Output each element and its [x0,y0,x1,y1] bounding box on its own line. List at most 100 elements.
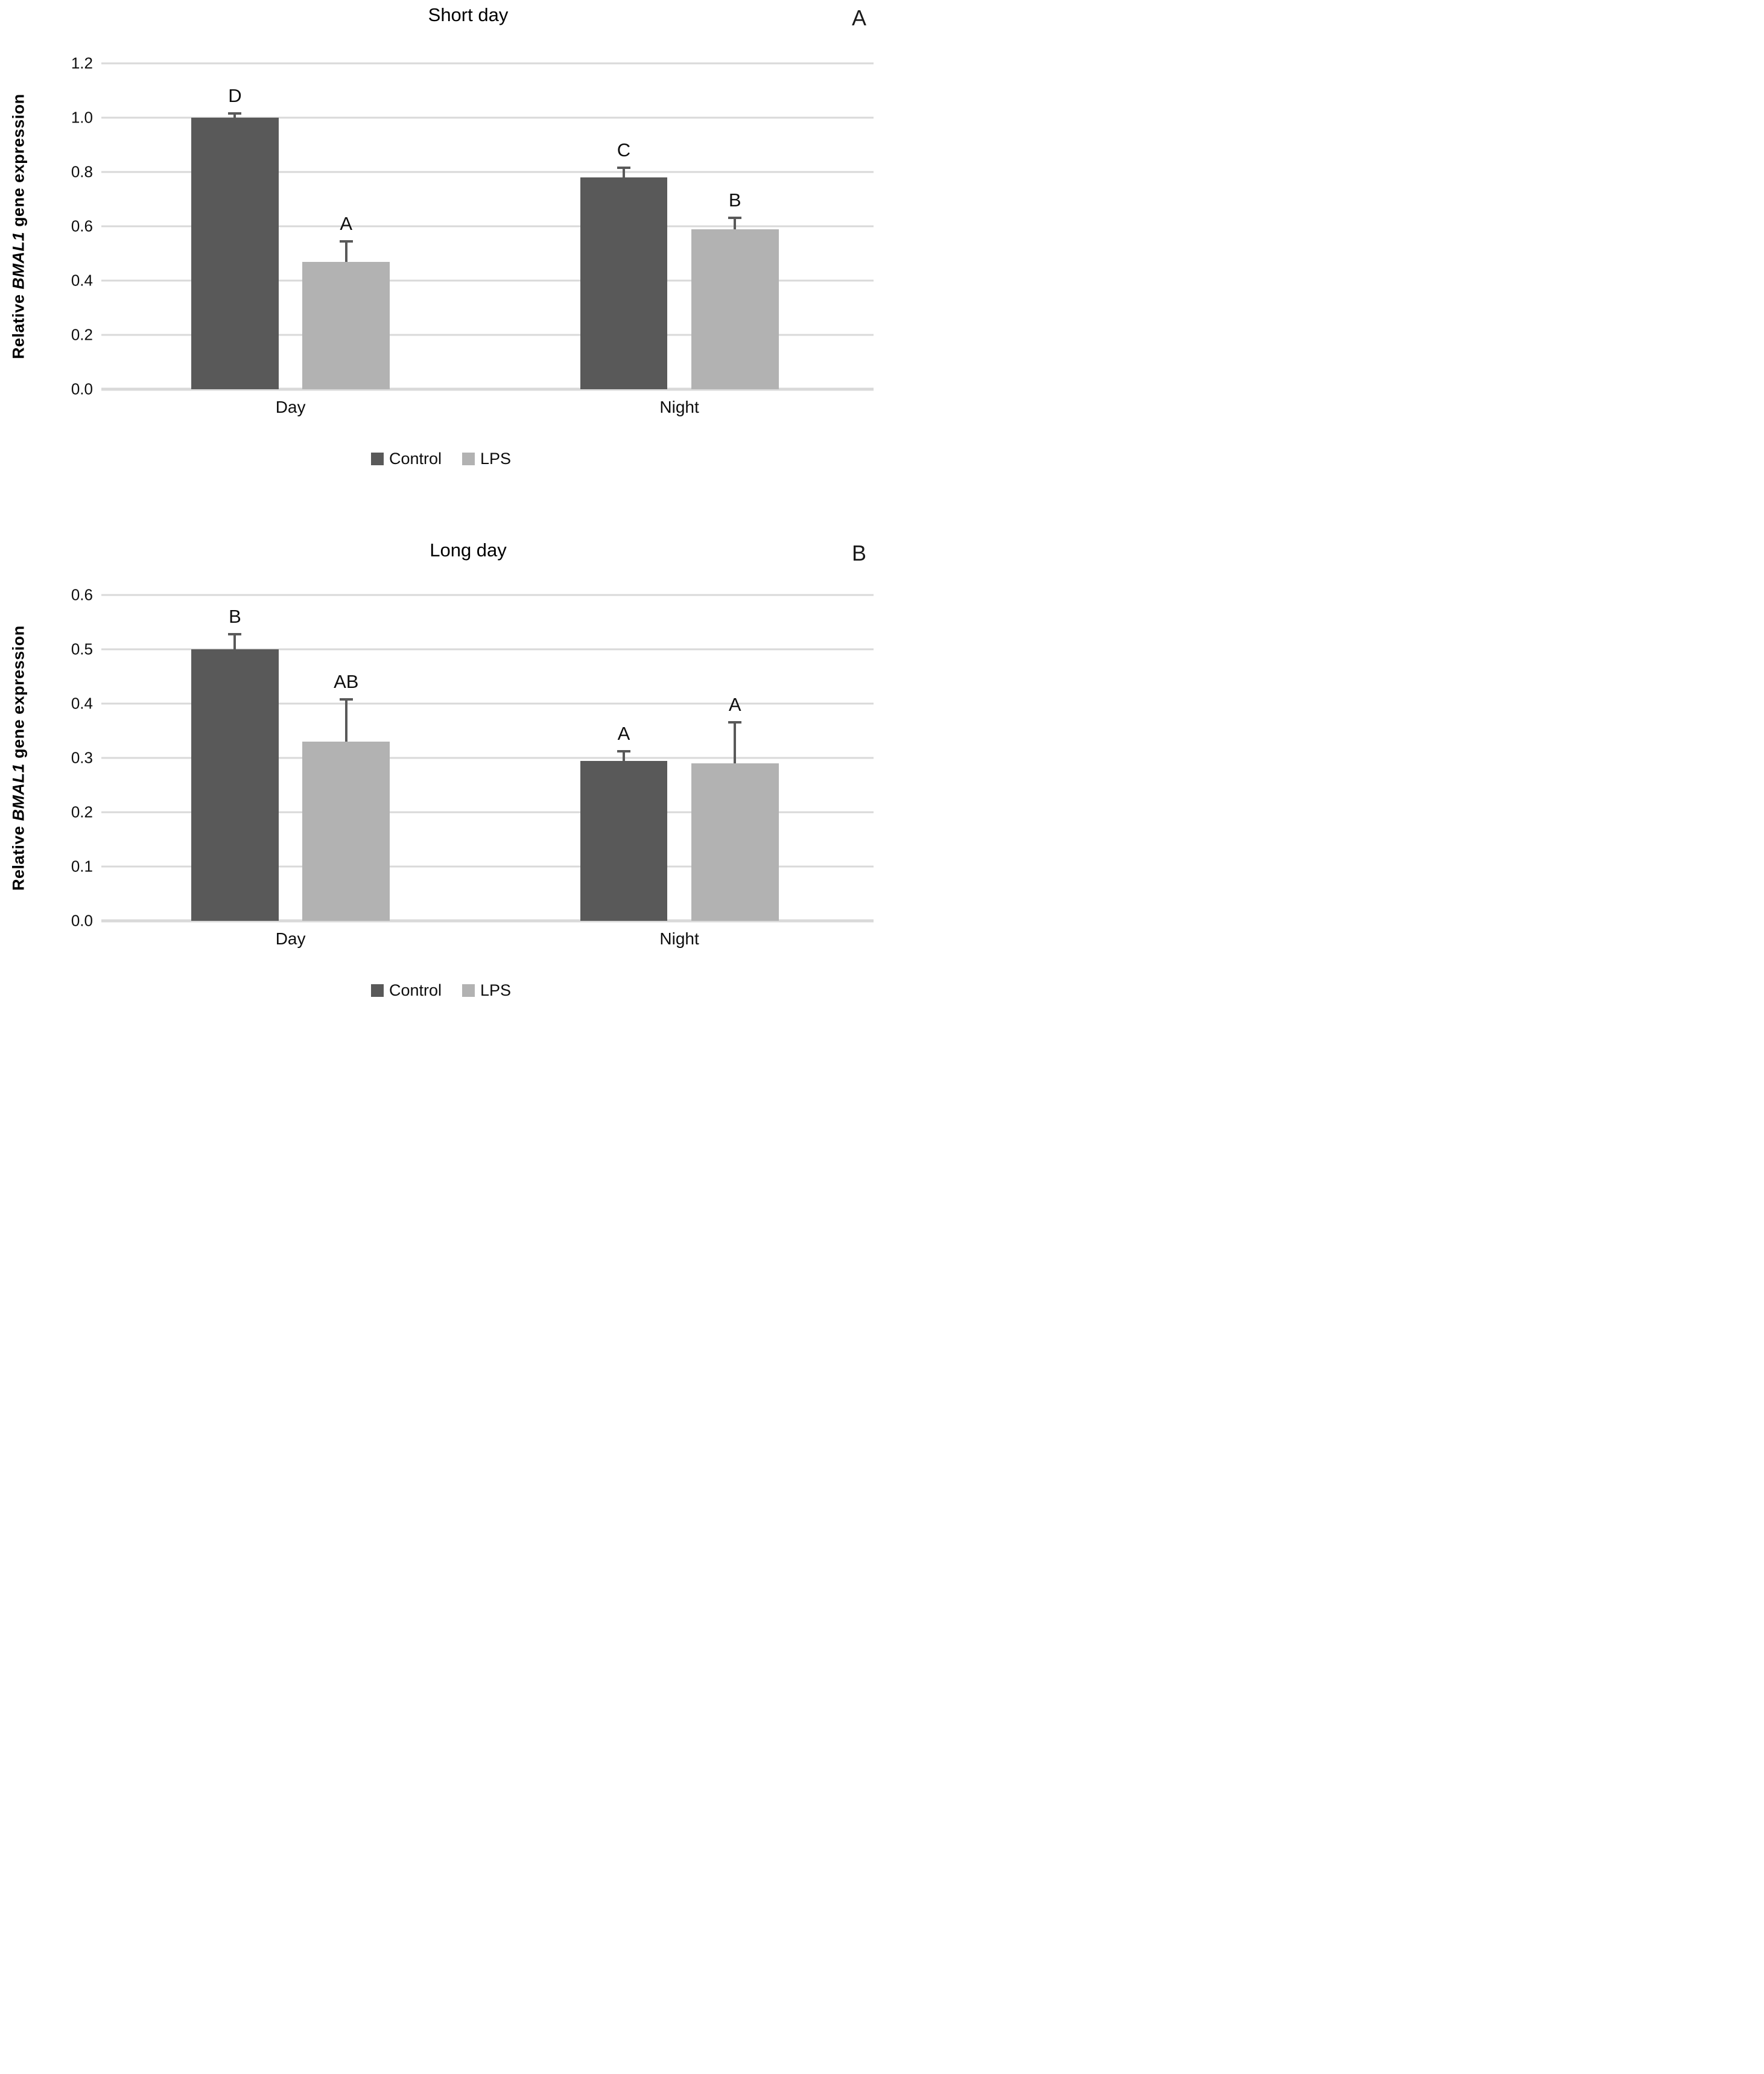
y-tick-label: 0.2 [71,803,93,821]
gridline [101,811,874,813]
legend-label: LPS [480,981,512,1000]
error-bar-line [344,698,347,742]
y-tick-label: 0.4 [71,271,93,290]
significance-letter: C [617,139,631,161]
panel-letter-a: A [851,5,866,30]
bar-control-night [580,177,668,390]
error-bar-line [622,749,625,761]
significance-letter: A [340,212,353,234]
y-axis-title-text: Relative BMAL1 gene expression [9,625,28,891]
gene-name-italic: BMAL1 [9,763,28,821]
bar-lps-night [691,229,779,390]
error-bar-cap [339,698,353,701]
legend-label: Control [389,981,442,1000]
error-bar-cap [228,633,242,636]
significance-letter: B [229,606,241,628]
chart-title-long-day: Long day [430,539,507,561]
legend-item-control: Control [370,450,442,468]
error-bar-line [233,633,236,650]
significance-letter: A [617,722,630,744]
y-tick-label: 0.3 [71,748,93,767]
gridline-baseline [101,919,874,923]
gene-name-italic: BMAL1 [9,231,28,290]
significance-letter: B [728,189,741,211]
significance-letter: A [728,694,741,715]
legend-label: Control [389,450,442,468]
legend-long-day: Control LPS [0,981,882,1000]
chart-area-long-day: Relative BMAL1 gene expression 0.6 0.5 0.4… [0,586,882,930]
gridline [101,757,874,759]
y-tick-label: 0.0 [71,380,93,398]
error-bar-cap [617,749,630,752]
plot-wrap: 1.2 1.0 0.8 0.6 0.4 0.2 0.0 D A C B [37,54,882,398]
y-axis-title: Relative BMAL1 gene expression [0,595,37,921]
gridline [101,334,874,336]
legend-swatch-control [370,984,384,997]
bar-lps-day [302,742,390,921]
y-tick-label: 0.5 [71,640,93,658]
plot-wrap: 0.6 0.5 0.4 0.3 0.2 0.1 0.0 B AB A A [37,586,882,930]
y-tick-label: 0.6 [71,585,93,604]
gridline [101,225,874,227]
y-tick-label: 1.0 [71,108,93,127]
gridline [101,171,874,173]
bar-lps-day [302,261,390,390]
error-bar-line [344,240,347,262]
x-label-day: Day [275,929,306,949]
panel-short-day: A Short day Relative BMAL1 gene expressi… [0,0,882,518]
gridline-baseline [101,387,874,391]
significance-letter: AB [334,671,359,693]
bar-lps-night [691,763,779,921]
y-tick-label: 0.2 [71,325,93,344]
bar-control-day [191,649,279,921]
legend-item-control: Control [370,981,442,1000]
significance-letter: D [228,85,242,107]
y-tick-label: 0.6 [71,217,93,235]
error-bar-line [622,167,625,178]
legend-swatch-lps [462,453,475,466]
x-axis-labels: Day Night [101,398,874,422]
error-bar-line [734,721,737,764]
panel-letter-b: B [851,541,866,565]
error-bar-cap [339,240,353,243]
plot-area-short-day: D A C B [101,62,874,391]
legend-short-day: Control LPS [0,450,882,468]
y-tick-label: 1.2 [71,54,93,72]
x-label-night: Night [659,929,699,949]
x-axis-labels: Day Night [101,929,874,953]
gridline [101,648,874,651]
error-bar-cap [728,721,742,724]
bar-control-night [580,760,668,921]
gridline [101,62,874,65]
error-bar-cap [617,167,630,170]
x-label-day: Day [275,398,306,417]
chart-area-short-day: Relative BMAL1 gene expression 1.2 1.0 0.8… [0,54,882,398]
y-axis-tick-labels: 0.6 0.5 0.4 0.3 0.2 0.1 0.0 [37,586,93,930]
gridline [101,702,874,705]
legend-swatch-lps [462,984,475,997]
y-tick-label: 0.4 [71,694,93,713]
legend-item-lps: LPS [462,981,511,1000]
legend-item-lps: LPS [462,450,511,468]
panel-long-day: B Long day Relative BMAL1 gene expressio… [0,518,882,1037]
error-bar-line [233,112,236,118]
y-axis-title: Relative BMAL1 gene expression [0,63,37,389]
gridline [101,865,874,868]
gridline [101,279,874,282]
gridline [101,116,874,119]
y-axis-tick-labels: 1.2 1.0 0.8 0.6 0.4 0.2 0.0 [37,54,93,398]
y-tick-label: 0.0 [71,911,93,930]
error-bar-line [734,217,737,229]
legend-label: LPS [480,450,512,468]
chart-title-short-day: Short day [428,4,509,25]
error-bar-cap [728,217,742,220]
legend-swatch-control [370,453,384,466]
bmal1-expression-figure: A Short day Relative BMAL1 gene expressi… [0,0,882,1037]
y-axis-title-text: Relative BMAL1 gene expression [9,94,28,360]
y-tick-label: 0.8 [71,162,93,181]
plot-area-long-day: B AB A A [101,594,874,923]
x-label-night: Night [659,398,699,417]
y-tick-label: 0.1 [71,857,93,876]
gridline [101,594,874,596]
bar-control-day [191,118,279,390]
